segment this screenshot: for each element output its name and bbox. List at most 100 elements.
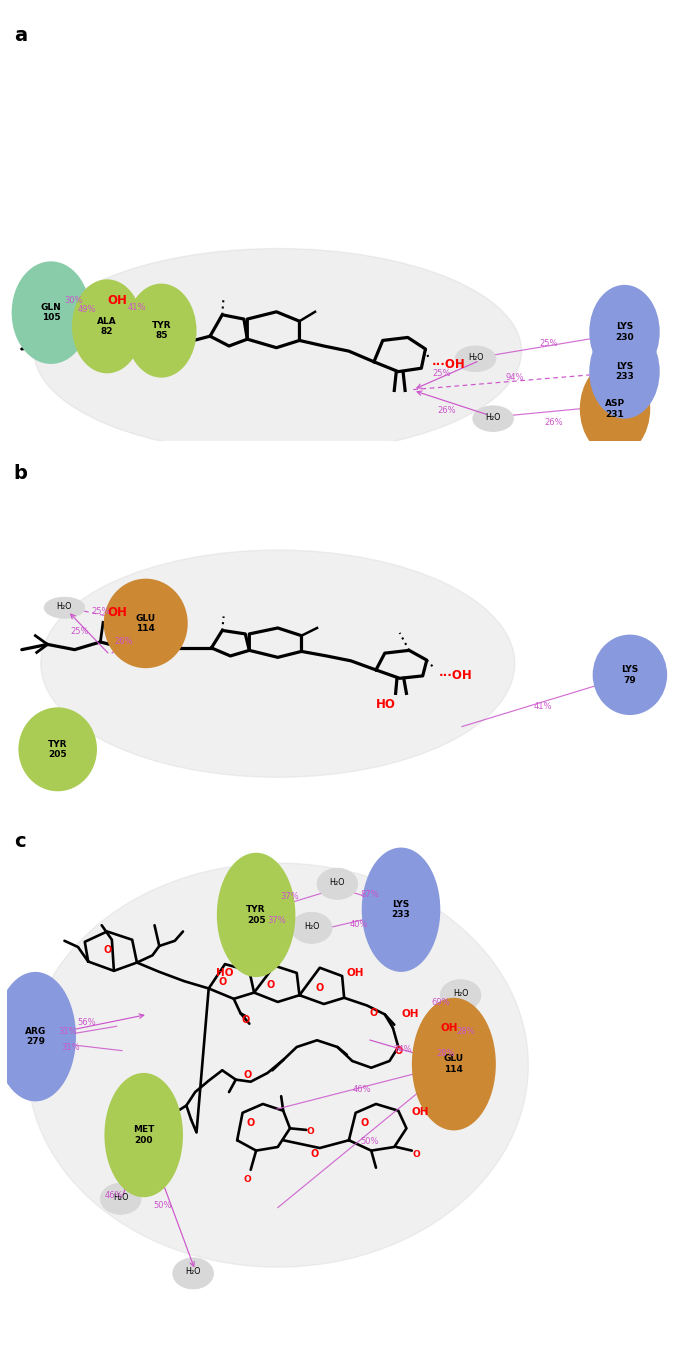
Ellipse shape [104,578,188,669]
Ellipse shape [589,325,660,419]
Text: 31%: 31% [61,1043,80,1051]
Ellipse shape [593,635,668,714]
Circle shape [440,980,481,1011]
Text: 30%: 30% [64,297,83,305]
Text: LYS
233: LYS 233 [615,361,634,381]
Text: 41%: 41% [128,303,146,311]
Text: 69%: 69% [431,999,450,1007]
Ellipse shape [19,708,97,791]
Ellipse shape [580,361,650,456]
Text: 49%: 49% [77,305,96,314]
Text: H₂O: H₂O [468,353,483,363]
Text: O: O [247,1117,255,1128]
Text: HO: HO [216,968,234,977]
Text: OH: OH [440,1023,458,1033]
Text: LYS
233: LYS 233 [392,900,410,919]
Text: ARG
279: ARG 279 [25,1027,46,1046]
Text: 94%: 94% [506,373,524,381]
Text: TYR
85: TYR 85 [151,321,171,340]
Ellipse shape [0,972,76,1101]
Text: O: O [370,1008,378,1018]
Text: 26%: 26% [545,418,563,426]
Text: 26%: 26% [438,406,456,415]
Text: 37%: 37% [267,915,286,925]
Text: LYS
79: LYS 79 [621,665,638,685]
Text: H₂O: H₂O [453,989,468,998]
Ellipse shape [362,848,440,972]
Text: O: O [267,980,275,989]
Text: OH: OH [107,607,127,620]
Text: HO: HO [376,698,396,712]
Text: OH: OH [347,968,364,977]
Text: ···OH: ···OH [439,670,473,682]
Ellipse shape [104,1073,183,1197]
Circle shape [455,346,496,372]
Text: O: O [394,1046,402,1055]
Text: ···OH: ···OH [432,359,466,371]
Text: O: O [218,977,227,987]
Text: O: O [243,1070,252,1081]
Circle shape [473,406,513,431]
Text: 31%: 31% [59,1027,77,1037]
Ellipse shape [589,284,660,379]
Text: O: O [413,1150,421,1159]
Text: O: O [241,1015,249,1024]
Text: 46%: 46% [104,1192,123,1200]
Circle shape [317,868,358,899]
Text: O: O [103,945,111,956]
Ellipse shape [27,863,529,1267]
Text: 25%: 25% [91,607,110,616]
Text: 25%: 25% [540,338,558,348]
Ellipse shape [217,853,295,977]
Text: 74%: 74% [394,1045,413,1054]
Text: 40%: 40% [350,919,368,929]
Text: O: O [360,1117,368,1128]
Circle shape [173,1258,214,1289]
Text: MET
200: MET 200 [133,1126,154,1144]
Text: GLN
105: GLN 105 [41,303,61,322]
Text: OH: OH [107,294,127,307]
Text: H₂O: H₂O [113,1193,129,1201]
Ellipse shape [126,283,196,377]
Ellipse shape [12,262,91,364]
Text: 46%: 46% [353,1085,372,1095]
Text: H₂O: H₂O [485,412,501,422]
Text: 50%: 50% [153,1201,172,1209]
Text: 87%: 87% [361,890,379,899]
Text: 26%: 26% [114,638,133,647]
Text: GLU
114: GLU 114 [444,1054,464,1074]
Text: ASP
231: ASP 231 [605,399,625,418]
Text: ALA
82: ALA 82 [97,317,117,336]
Text: 28%: 28% [457,1027,475,1037]
Text: TYR
205: TYR 205 [247,906,266,925]
Circle shape [100,1184,141,1215]
Ellipse shape [34,248,522,454]
Text: 41%: 41% [534,702,553,710]
Text: OH: OH [412,1107,429,1116]
Text: GLU
114: GLU 114 [135,613,155,634]
Text: OH: OH [401,1010,419,1019]
Circle shape [292,913,332,944]
Ellipse shape [41,550,515,778]
Text: O: O [306,1127,314,1136]
Text: H₂O: H₂O [57,603,73,611]
Text: LYS
230: LYS 230 [615,322,634,341]
Text: O: O [316,984,324,993]
Text: b: b [14,464,28,484]
Text: H₂O: H₂O [330,878,345,887]
Text: 25%: 25% [433,369,451,377]
Ellipse shape [72,279,142,373]
Text: c: c [14,832,26,851]
Text: 56%: 56% [77,1018,96,1027]
Text: O: O [243,1174,252,1184]
Text: 50%: 50% [360,1138,379,1146]
Text: O: O [311,1150,319,1159]
Text: 28%: 28% [437,1049,455,1058]
Text: a: a [14,27,27,46]
Text: 37%: 37% [281,892,299,902]
Ellipse shape [412,998,496,1131]
Text: H₂O: H₂O [185,1267,201,1277]
Text: TYR
205: TYR 205 [48,740,68,759]
Circle shape [44,597,85,619]
Text: H₂O: H₂O [304,922,319,930]
